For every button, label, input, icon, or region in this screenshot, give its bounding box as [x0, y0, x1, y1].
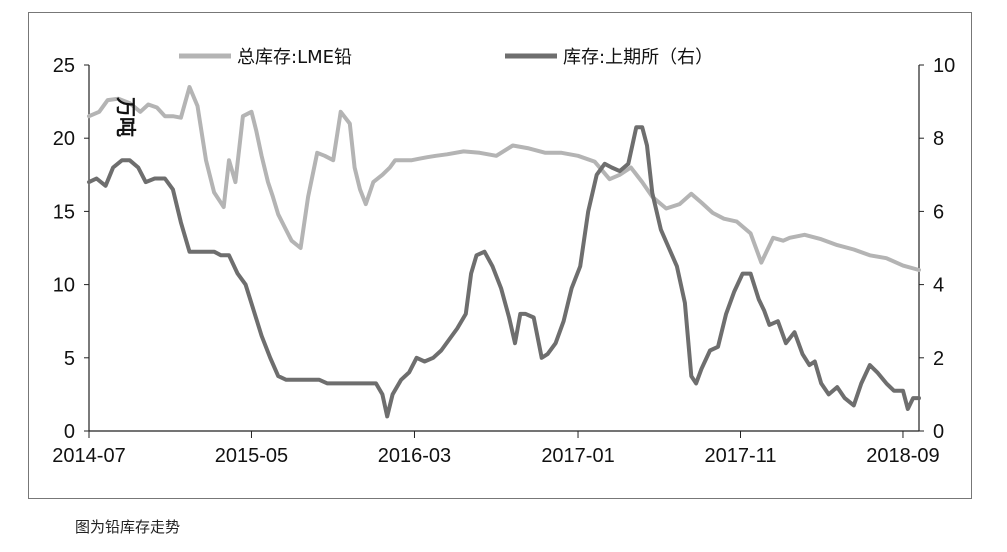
y-tick-label-left: 10 — [53, 275, 75, 297]
series-layer — [87, 85, 921, 419]
axes-layer: 0 5 10 15 20 25 0 2 4 6 8 10 2014-07 2015-05 2016-03 20… — [52, 55, 955, 467]
y-tick-label-left: 20 — [53, 128, 75, 150]
y-tick-label-left: 15 — [53, 201, 75, 223]
y-tick-label-left: 5 — [64, 348, 75, 370]
legend-label-2: 库存:上期所（右） — [563, 47, 713, 68]
y-tick-label-right: 2 — [933, 348, 944, 370]
legend: 总库存:LME铅 库存:上期所（右） — [179, 47, 713, 68]
x-tick-label: 2015-05 — [215, 445, 288, 467]
x-tick-label: 2014-07 — [52, 445, 125, 467]
y-tick-label-right: 4 — [933, 275, 944, 297]
chart-svg: 0 5 10 15 20 25 0 2 4 6 8 10 2014-07 2015-05 2016-03 20… — [52, 47, 955, 467]
x-tick-label: 2016-03 — [378, 445, 451, 467]
y-tick-label-right: 10 — [933, 55, 955, 77]
y-tick-label-left: 25 — [53, 55, 75, 77]
y-tick-label-right: 0 — [933, 421, 944, 443]
y-tick-label-left: 0 — [64, 421, 75, 443]
figure-caption: 图为铅库存走势 — [75, 518, 181, 536]
series-line-2 — [87, 125, 921, 419]
chart-frame: 0 5 10 15 20 25 0 2 4 6 8 10 2014-07 2015-05 2016-03 20… — [28, 12, 972, 499]
x-tick-label: 2017-11 — [705, 445, 777, 467]
legend-label-1: 总库存:LME铅 — [237, 47, 352, 68]
x-tick-label: 2018-09 — [866, 445, 939, 467]
x-tick-label: 2017-01 — [541, 445, 614, 467]
series-line-1 — [87, 85, 921, 272]
y-tick-label-right: 8 — [933, 128, 944, 150]
y-tick-label-right: 6 — [933, 201, 944, 223]
y-axis-label-left: 万吨 — [114, 96, 138, 137]
